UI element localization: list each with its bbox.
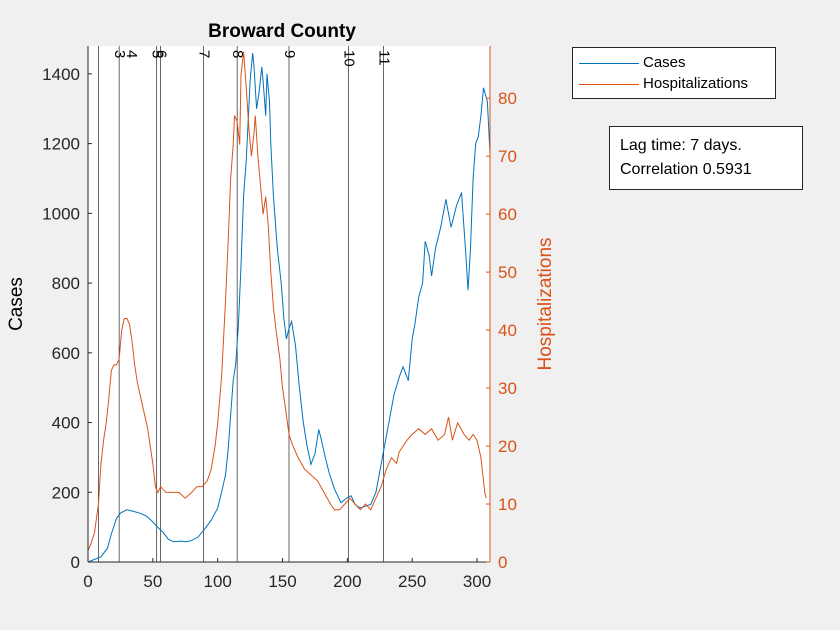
event-label: 10: [341, 50, 358, 67]
y-axis-right-label: Hospitalizations: [535, 237, 556, 370]
legend-label-hospitalizations: Hospitalizations: [643, 75, 749, 92]
legend: Cases Hospitalizations: [572, 47, 776, 99]
axes: 0 50 100 150 200 250 3000200400600800100012001…: [42, 46, 517, 591]
y-right-tick-label: 70: [498, 147, 517, 166]
y-right-tick-label: 10: [498, 495, 517, 514]
series-layer: [87, 51, 491, 563]
y-right-tick-label: 80: [498, 89, 517, 108]
legend-swatch-hospitalizations: [579, 84, 639, 85]
legend-label-cases: Cases: [643, 54, 686, 71]
chart-title: Broward County: [208, 21, 356, 42]
y-left-tick-label: 1000: [42, 204, 80, 223]
event-label: 6: [153, 50, 170, 58]
event-label: 11: [376, 50, 393, 66]
y-axis-left-label: Cases: [6, 277, 27, 331]
y-right-tick-label: 50: [498, 263, 517, 282]
y-left-tick-label: 600: [52, 344, 80, 363]
x-tick-label: 200: [333, 572, 361, 591]
x-tick-label: 150: [268, 572, 296, 591]
y-right-tick-label: 30: [498, 379, 517, 398]
correlation-annotation: Lag time: 7 days. Correlation 0.5931: [609, 126, 803, 190]
correlation-text: Correlation 0.5931: [620, 161, 752, 178]
legend-entry-hospitalizations: Hospitalizations: [573, 74, 775, 94]
y-right-tick-label: 60: [498, 205, 517, 224]
y-right-tick-label: 20: [498, 437, 517, 456]
x-tick-label: 300: [463, 572, 491, 591]
y-right-tick-label: 40: [498, 321, 517, 340]
event-lines: [98, 46, 384, 562]
event-label: 5: [149, 50, 166, 58]
y-left-tick-label: 0: [71, 553, 80, 572]
y-left-tick-label: 200: [52, 483, 80, 502]
x-tick-label: 0: [83, 572, 92, 591]
event-label: 3: [111, 50, 128, 58]
x-tick-label: 250: [398, 572, 426, 591]
event-label: 4: [123, 50, 140, 58]
event-label: 8: [229, 50, 246, 58]
legend-swatch-cases: [579, 63, 639, 64]
series-line-hospitalizations: [87, 51, 487, 551]
series-line-cases: [87, 52, 491, 563]
event-label: 9: [281, 50, 298, 58]
legend-entry-cases: Cases: [573, 53, 775, 73]
event-labels: 34 56 7 8 9 10 11: [111, 50, 393, 67]
y-right-tick-label: 0: [498, 553, 507, 572]
event-label: 7: [195, 50, 212, 58]
y-left-tick-label: 1400: [42, 65, 80, 84]
x-tick-label: 50: [143, 572, 162, 591]
y-left-tick-label: 1200: [42, 135, 80, 154]
y-left-tick-label: 400: [52, 414, 80, 433]
lag-time-text: Lag time: 7 days.: [620, 137, 742, 154]
y-left-tick-label: 800: [52, 274, 80, 293]
x-tick-label: 100: [203, 572, 231, 591]
